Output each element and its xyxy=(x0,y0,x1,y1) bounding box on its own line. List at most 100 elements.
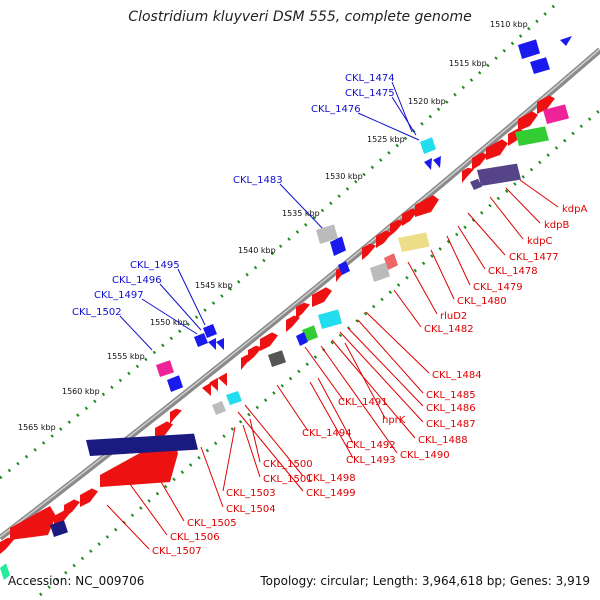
reverse-gene xyxy=(296,302,310,319)
gene-label: CKL_1494 xyxy=(302,428,352,439)
gene-block xyxy=(470,178,482,190)
scale-label: 1545 kbp xyxy=(195,281,233,290)
forward-gene xyxy=(218,372,227,386)
outer-tick-ring xyxy=(0,3,557,480)
reverse-gene xyxy=(155,421,173,440)
reverse-gene xyxy=(0,537,14,554)
leader-line xyxy=(391,96,417,136)
gene-label: CKL_1476 xyxy=(311,104,361,115)
leader-line xyxy=(200,446,224,508)
gene-label: CKL_1490 xyxy=(400,450,450,461)
leader-line xyxy=(156,474,185,522)
gene-label: CKL_1505 xyxy=(187,518,237,529)
forward-gene xyxy=(202,382,211,396)
leader-line xyxy=(320,345,398,454)
forward-gene-labels: CKL_1474 CKL_1475 CKL_1476 CKL_1483 CKL_1495… xyxy=(72,73,395,318)
gene-label: CKL_1501 xyxy=(263,474,313,485)
leader-line xyxy=(393,289,422,328)
gene-label: CKL_1493 xyxy=(346,455,396,466)
leader-line xyxy=(357,112,420,141)
leader-line xyxy=(242,424,261,478)
reverse-gene xyxy=(312,287,332,307)
gene-label: CKL_1502 xyxy=(72,307,122,318)
scale-label: 1550 kbp xyxy=(150,318,188,327)
gene-block xyxy=(212,401,226,415)
forward-gene xyxy=(203,324,217,338)
reverse-gene xyxy=(286,315,300,332)
reverse-gene-labels: kdpA kdpB kdpC CKL_1477 CKL_1478 CKL_1479 CKL_… xyxy=(152,204,587,557)
gene-block xyxy=(86,433,198,456)
gene-block xyxy=(543,104,569,124)
gene-label: CKL_1499 xyxy=(306,488,356,499)
scale-label: 1565 kbp xyxy=(18,423,56,432)
gene-label: kdpC xyxy=(527,236,552,247)
genome-backbone xyxy=(0,47,600,541)
leader-line xyxy=(159,283,202,331)
leader-line xyxy=(446,235,471,286)
map-title: Clostridium kluyveri DSM 555, complete g… xyxy=(128,9,472,25)
scale-label: 1515 kbp xyxy=(449,59,487,68)
forward-gene xyxy=(560,36,572,46)
leader-line xyxy=(141,298,198,335)
leader-line xyxy=(249,418,261,463)
leader-line xyxy=(279,183,325,231)
forward-gene xyxy=(194,333,208,347)
gene-label: CKL_1485 xyxy=(426,390,476,401)
reverse-gene xyxy=(170,408,182,424)
gene-label: CKL_1479 xyxy=(473,282,523,293)
gene-label: CKL_1495 xyxy=(130,260,180,271)
gene-block xyxy=(268,350,286,367)
leader-line xyxy=(407,261,438,315)
scale-label: 1530 kbp xyxy=(325,172,363,181)
reverse-gene xyxy=(390,219,404,236)
reverse-gene xyxy=(248,345,262,362)
forward-gene xyxy=(208,338,216,350)
reverse-gene xyxy=(10,506,56,540)
leader-line xyxy=(276,384,309,432)
leader-line xyxy=(106,504,150,550)
leader-line xyxy=(237,411,304,492)
gene-label: CKL_1478 xyxy=(488,266,538,277)
accession-text: Accession: NC_009706 xyxy=(8,574,145,588)
gene-label: CKL_1486 xyxy=(426,403,476,414)
gene-block xyxy=(338,261,350,275)
forward-gene xyxy=(530,57,550,74)
scale-label: 1540 kbp xyxy=(238,246,276,255)
leader-line xyxy=(347,327,424,407)
gene-block xyxy=(370,262,390,282)
leader-line xyxy=(304,346,345,402)
reverse-gene xyxy=(402,208,418,226)
forward-gene xyxy=(424,158,432,170)
reverse-gene xyxy=(472,152,488,170)
leader-line xyxy=(430,249,455,300)
gene-block xyxy=(384,253,398,270)
genome-summary-text: Topology: circular; Length: 3,964,618 bp… xyxy=(260,574,590,588)
scale-label: 1525 kbp xyxy=(367,135,405,144)
gene-label: kdpA xyxy=(562,204,587,215)
forward-gene xyxy=(420,137,436,154)
forward-gene xyxy=(330,236,346,256)
leader-line xyxy=(244,404,304,477)
gene-block xyxy=(296,332,308,346)
gene-label: CKL_1491 xyxy=(338,397,388,408)
gene-features xyxy=(0,36,572,580)
leader-line xyxy=(309,381,354,459)
gene-block xyxy=(318,309,342,329)
forward-gene xyxy=(518,39,540,59)
gene-label: CKL_1506 xyxy=(170,532,220,543)
gene-label: CKL_1504 xyxy=(226,504,276,515)
forward-gene xyxy=(156,360,174,377)
gene-label: CKL_1503 xyxy=(226,488,276,499)
gene-block xyxy=(477,163,521,186)
leader-line xyxy=(467,212,506,256)
gene-label: CKL_1482 xyxy=(424,324,474,335)
gene-label: CKL_1497 xyxy=(94,290,144,301)
leader-line xyxy=(339,331,424,423)
reverse-gene xyxy=(518,111,538,131)
scale-label: 1560 kbp xyxy=(62,387,100,396)
reverse-gene xyxy=(415,195,439,217)
forward-gene xyxy=(0,563,10,580)
reverse-gene xyxy=(376,230,392,248)
forward-gene xyxy=(433,156,441,168)
